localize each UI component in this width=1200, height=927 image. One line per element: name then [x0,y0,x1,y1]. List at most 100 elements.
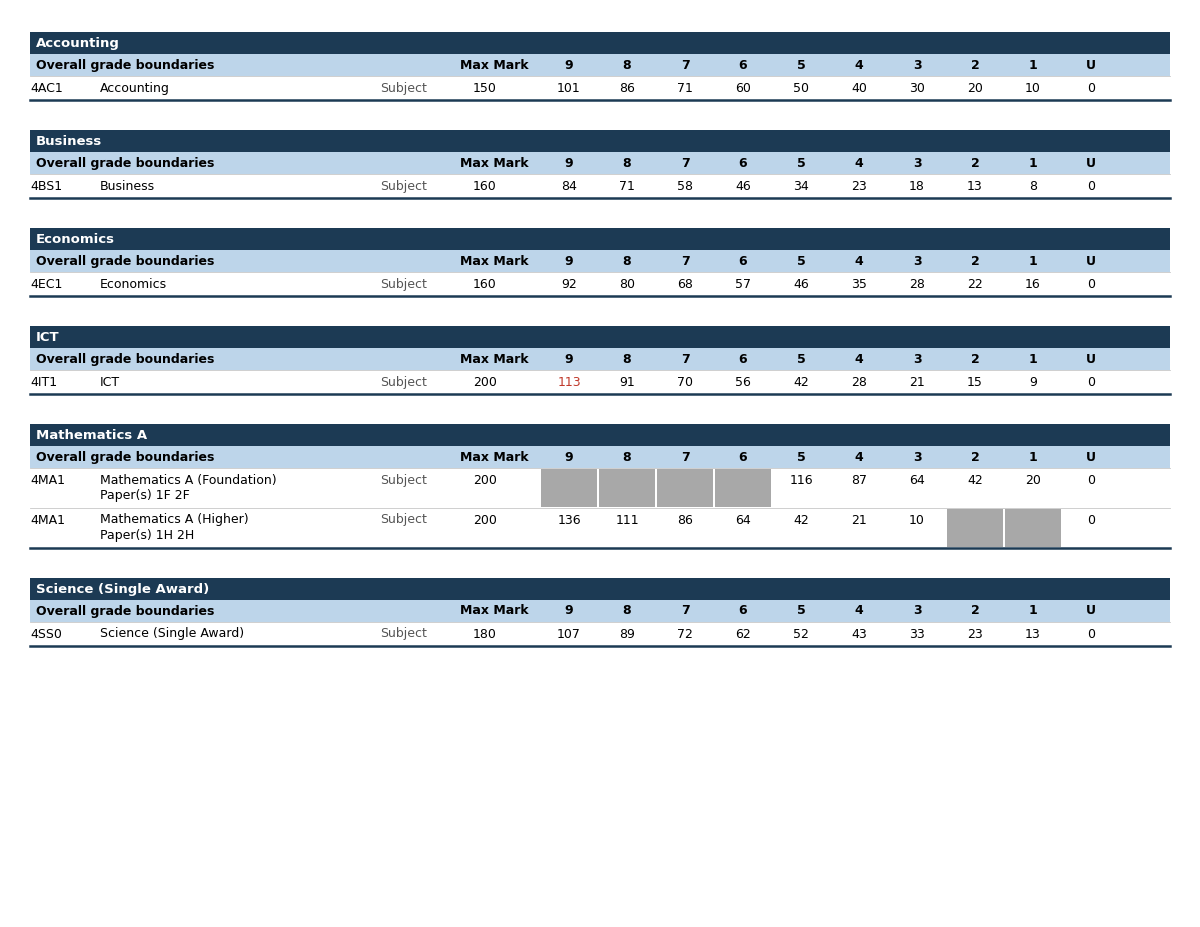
Bar [30,76,1170,100]
Text: U: U [1086,58,1096,71]
Text: 4: 4 [854,352,863,365]
Text: 7: 7 [680,352,689,365]
Text: 20: 20 [1025,474,1040,487]
Text: 4: 4 [854,451,863,464]
Text: 71: 71 [619,180,635,193]
Text: 8: 8 [623,58,631,71]
Text: Max Mark: Max Mark [460,58,529,71]
Text: 34: 34 [793,180,809,193]
Text: Paper(s) 1H 2H: Paper(s) 1H 2H [100,528,194,541]
Text: 9: 9 [565,352,574,365]
Text: 50: 50 [793,82,809,95]
Text: 4: 4 [854,58,863,71]
Text: Science (Single Award): Science (Single Award) [100,628,244,641]
Text: 10: 10 [910,514,925,527]
Text: 60: 60 [736,82,751,95]
Bar [30,424,1170,446]
Text: 0: 0 [1087,474,1096,487]
Text: 43: 43 [851,628,866,641]
Text: 70: 70 [677,375,694,388]
Text: Subject: Subject [380,514,427,527]
Bar [30,600,1170,622]
Text: 1: 1 [1028,604,1037,617]
Text: 4: 4 [854,255,863,268]
Text: 4AC1: 4AC1 [30,82,62,95]
Text: 8: 8 [1030,180,1037,193]
Text: 9: 9 [565,451,574,464]
Text: 8: 8 [623,157,631,170]
Text: 16: 16 [1025,277,1040,290]
Bar [30,468,1170,508]
Text: 2: 2 [971,157,979,170]
Text: 8: 8 [623,255,631,268]
Text: 80: 80 [619,277,635,290]
Text: 9: 9 [565,255,574,268]
Text: ICT: ICT [36,331,60,344]
Text: 9: 9 [1030,375,1037,388]
Bar [715,469,772,507]
Text: 56: 56 [736,375,751,388]
Text: Subject: Subject [380,82,427,95]
Text: 58: 58 [677,180,694,193]
Text: U: U [1086,255,1096,268]
Text: 2: 2 [971,255,979,268]
Bar [658,469,713,507]
Text: 1: 1 [1028,352,1037,365]
Text: 111: 111 [616,514,638,527]
Text: 136: 136 [557,514,581,527]
Bar [1006,509,1061,547]
Bar [30,130,1170,152]
Text: Max Mark: Max Mark [460,255,529,268]
Text: 18: 18 [910,180,925,193]
Text: 0: 0 [1087,180,1096,193]
Text: 5: 5 [797,157,805,170]
Text: 6: 6 [739,58,748,71]
Text: Mathematics A: Mathematics A [36,428,148,441]
Bar [30,446,1170,468]
Text: Paper(s) 1F 2F: Paper(s) 1F 2F [100,489,190,502]
Bar [30,326,1170,348]
Text: 57: 57 [734,277,751,290]
Bar [30,152,1170,174]
Text: 20: 20 [967,82,983,95]
Text: 180: 180 [473,628,497,641]
Text: Accounting: Accounting [36,36,120,49]
Text: 21: 21 [910,375,925,388]
Bar [30,54,1170,76]
Text: U: U [1086,157,1096,170]
Text: U: U [1086,604,1096,617]
Text: 4: 4 [854,604,863,617]
Text: Subject: Subject [380,277,427,290]
Bar [947,509,1003,547]
Text: 71: 71 [677,82,692,95]
Text: 42: 42 [793,375,809,388]
Text: 91: 91 [619,375,635,388]
Text: 1: 1 [1028,58,1037,71]
Text: Overall grade boundaries: Overall grade boundaries [36,157,215,170]
Text: Max Mark: Max Mark [460,352,529,365]
Text: Mathematics A (Foundation): Mathematics A (Foundation) [100,474,277,487]
Text: 52: 52 [793,628,809,641]
Text: Subject: Subject [380,628,427,641]
Text: 1: 1 [1028,451,1037,464]
Text: 5: 5 [797,255,805,268]
Text: Economics: Economics [36,233,115,246]
Text: 8: 8 [623,352,631,365]
Text: 6: 6 [739,352,748,365]
Text: 2: 2 [971,352,979,365]
Text: Subject: Subject [380,180,427,193]
Text: 0: 0 [1087,277,1096,290]
Text: 9: 9 [565,157,574,170]
Text: 4MA1: 4MA1 [30,474,65,487]
Text: 150: 150 [473,82,497,95]
Bar [30,32,1170,54]
Text: Subject: Subject [380,375,427,388]
Text: 9: 9 [565,58,574,71]
Text: 2: 2 [971,58,979,71]
Text: 7: 7 [680,58,689,71]
Text: 1: 1 [1028,255,1037,268]
Text: 6: 6 [739,604,748,617]
Text: 0: 0 [1087,628,1096,641]
Text: 3: 3 [913,352,922,365]
Text: 33: 33 [910,628,925,641]
